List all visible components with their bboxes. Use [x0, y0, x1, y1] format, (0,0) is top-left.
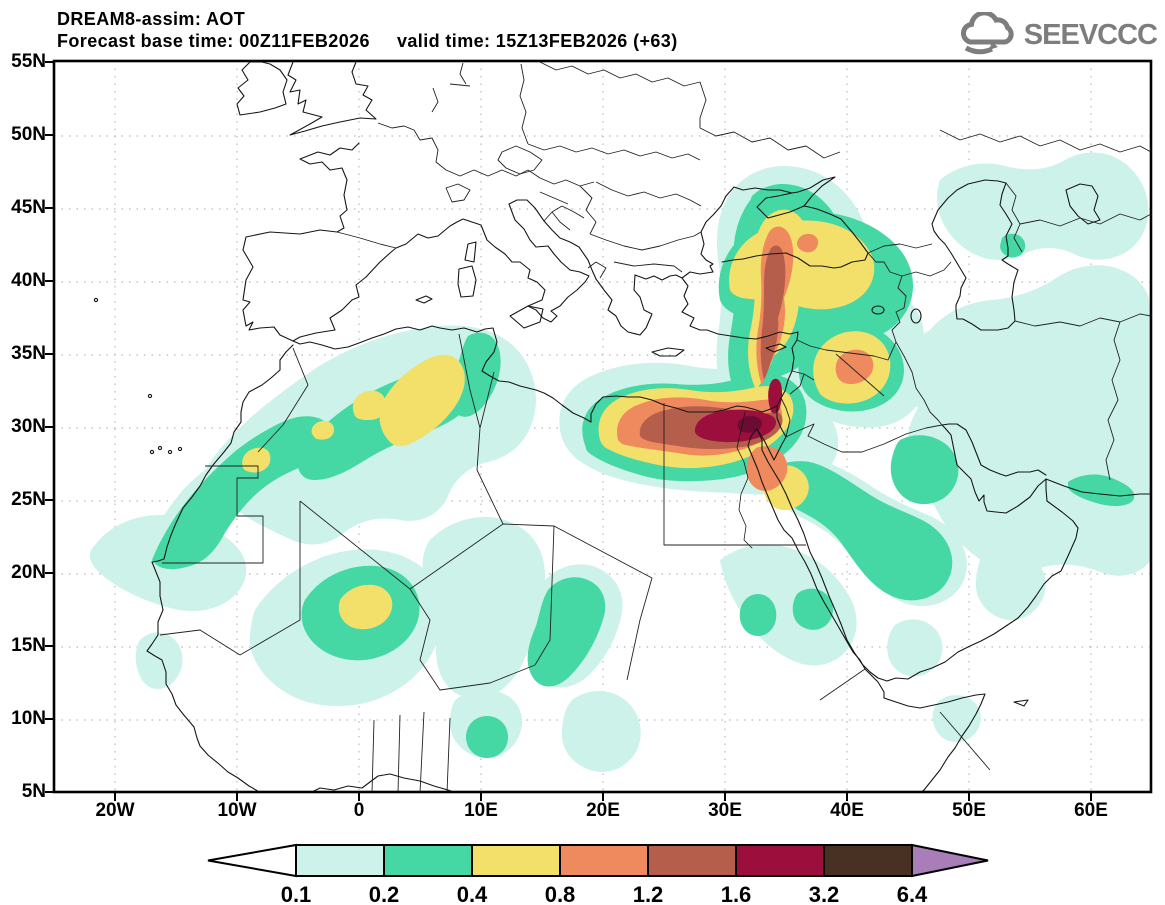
colorbar-box	[471, 844, 561, 877]
y-axis-label: 5N	[21, 781, 46, 802]
y-axis-label: 55N	[11, 51, 46, 72]
aot-shaded-contours	[89, 152, 1151, 772]
colorbar-label: 6.4	[897, 882, 928, 905]
colorbar-box	[735, 844, 825, 877]
y-axis-label: 10N	[11, 708, 46, 729]
seevccc-logo: SEEVCCC	[956, 12, 1158, 58]
y-axis-label: 30N	[11, 416, 46, 437]
colorbar-label: 1.6	[721, 882, 752, 905]
colorbar-box	[295, 844, 385, 877]
colorbar-label: 0.2	[369, 882, 400, 905]
title-block: DREAM8-assim: AOT Forecast base time: 00…	[57, 8, 678, 52]
y-axis-label: 50N	[11, 124, 46, 145]
x-axis-label: 20E	[586, 800, 620, 821]
colorbar-arrow-left	[207, 843, 297, 878]
logo-text: SEEVCCC	[1023, 18, 1158, 51]
y-axis-label: 15N	[11, 635, 46, 656]
x-axis-label: 30E	[708, 800, 742, 821]
axis-ticks	[45, 61, 1092, 801]
y-axis-label: 20N	[11, 562, 46, 583]
time-line: Forecast base time: 00Z11FEB2026 valid t…	[57, 30, 678, 52]
colorbar-label: 1.2	[633, 882, 664, 905]
valid-time: valid time: 15Z13FEB2026 (+63)	[396, 31, 678, 51]
x-axis-label: 20W	[95, 800, 135, 821]
colorbar: 0.1 0.2 0.4 0.8 1.2 1.6 3.2 6.4	[207, 843, 989, 905]
colorbar-label: 3.2	[809, 882, 840, 905]
y-axis-label: 45N	[11, 197, 46, 218]
x-axis-label: 10E	[464, 800, 498, 821]
country-borders	[159, 61, 1151, 792]
y-axis-label: 35N	[11, 343, 46, 364]
colorbar-label: 0.1	[281, 882, 312, 905]
coastlines	[93, 61, 1151, 792]
colorbar-box	[383, 844, 473, 877]
plume-dark-core	[737, 416, 762, 433]
y-axis-label: 40N	[11, 270, 46, 291]
colorbar-arrow-right	[911, 843, 989, 878]
y-axis-label: 25N	[11, 489, 46, 510]
x-axis-label: 40E	[830, 800, 864, 821]
x-axis-label: 60E	[1074, 800, 1108, 821]
x-axis-label: 50E	[952, 800, 986, 821]
colorbar-label: 0.4	[457, 882, 488, 905]
x-axis-label: 10W	[217, 800, 257, 821]
forecast-base-time: Forecast base time: 00Z11FEB2026	[57, 31, 370, 51]
colorbar-box	[559, 844, 649, 877]
colorbar-label: 0.8	[545, 882, 576, 905]
colorbar-box	[647, 844, 737, 877]
colorbar-box	[823, 844, 913, 877]
page-title: DREAM8-assim: AOT	[57, 9, 246, 29]
cloud-icon	[960, 12, 1014, 55]
x-axis-label: 0	[353, 800, 365, 821]
